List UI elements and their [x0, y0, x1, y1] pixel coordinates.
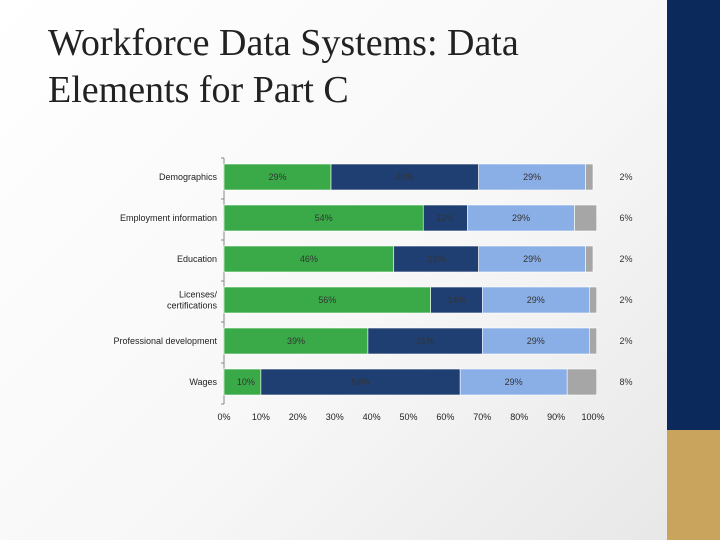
x-tick-label: 30%: [326, 412, 344, 422]
bar-segment: [481, 327, 590, 355]
x-tick-label: 70%: [473, 412, 491, 422]
data-label: 31%: [416, 336, 434, 346]
data-label: 54%: [352, 377, 370, 387]
x-tick-label: 60%: [436, 412, 454, 422]
bar-segment: [223, 204, 424, 232]
data-label: 29%: [512, 213, 530, 223]
bar-segment: [223, 163, 332, 191]
data-label: 2%: [619, 172, 632, 182]
bar-segment: [422, 204, 468, 232]
bar-segment: [589, 286, 597, 314]
bar-segment: [478, 163, 586, 191]
data-label: 46%: [300, 254, 318, 264]
slide-title: Workforce Data Systems: Data Elements fo…: [48, 22, 519, 111]
category-label: Licenses/certifications: [167, 290, 218, 311]
data-label: 40%: [396, 172, 414, 182]
bar-segment: [223, 245, 395, 273]
x-tick-label: 100%: [581, 412, 604, 422]
category-label: Wages: [189, 377, 217, 387]
data-label: 54%: [315, 213, 333, 223]
category-label: Employment information: [120, 213, 217, 223]
data-label: 2%: [619, 336, 632, 346]
bar-segment: [260, 368, 461, 396]
bar-segment: [393, 245, 479, 273]
bar-segment: [566, 368, 597, 396]
data-label: 10%: [237, 377, 255, 387]
x-tick-label: 0%: [217, 412, 230, 422]
data-label: 29%: [505, 377, 523, 387]
data-label: 39%: [287, 336, 305, 346]
bar-segment: [478, 245, 586, 273]
bar-segment: [223, 368, 262, 396]
bar-segment: [459, 368, 568, 396]
data-label: 2%: [619, 295, 632, 305]
x-tick-label: 90%: [547, 412, 565, 422]
bar-segment: [367, 327, 483, 355]
bar-segment: [585, 163, 594, 191]
category-label: Professional development: [113, 336, 217, 346]
data-label: 2%: [619, 254, 632, 264]
category-label: Demographics: [159, 172, 218, 182]
data-label: 29%: [527, 295, 545, 305]
bar-segment: [223, 286, 431, 314]
data-label: 14%: [447, 295, 465, 305]
side-accent: [667, 430, 720, 540]
data-label: 56%: [318, 295, 336, 305]
data-label: 29%: [523, 172, 541, 182]
data-label: 29%: [268, 172, 286, 182]
x-tick-label: 80%: [510, 412, 528, 422]
data-label: 12%: [436, 213, 454, 223]
x-tick-label: 50%: [399, 412, 417, 422]
category-label: Education: [177, 254, 217, 264]
bar-segment: [589, 327, 597, 355]
bar-segment: [481, 286, 590, 314]
x-tick-label: 40%: [363, 412, 381, 422]
bar-segment: [430, 286, 483, 314]
bar-segment: [585, 245, 594, 273]
data-label: 29%: [523, 254, 541, 264]
data-label: 8%: [619, 377, 632, 387]
bar-segment: [467, 204, 575, 232]
x-tick-label: 20%: [289, 412, 307, 422]
x-tick-label: 10%: [252, 412, 270, 422]
bar-segment: [574, 204, 597, 232]
data-label: 29%: [527, 336, 545, 346]
data-label: 23%: [427, 254, 445, 264]
data-label: 6%: [619, 213, 632, 223]
